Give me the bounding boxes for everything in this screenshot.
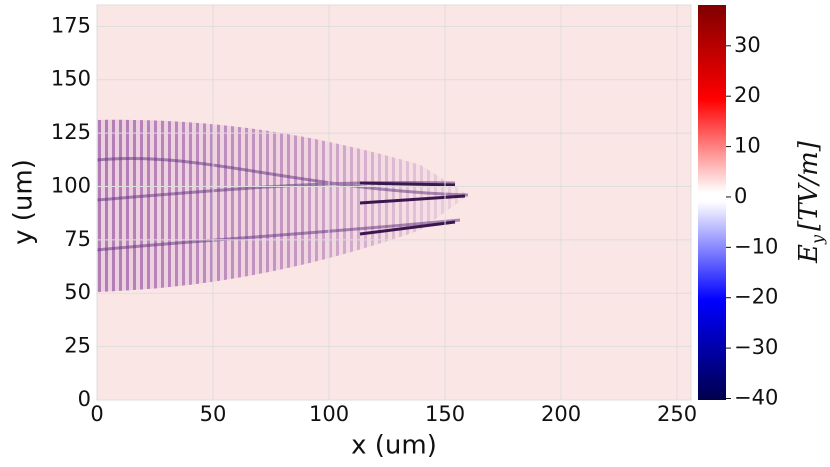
colorbar-tick-label: −10 [734,234,778,258]
x-tick-label: 100 [309,402,349,426]
colorbar [698,5,726,400]
field-image [97,5,691,400]
colorbar-tick-label: −20 [734,285,778,309]
colorbar-symbol: E [794,244,824,264]
y-tick-label: 175 [51,13,91,37]
x-tick-label: 0 [90,402,103,426]
colorbar-label: Ey [TV/m] [794,140,827,264]
x-tick-label: 50 [200,402,227,426]
y-tick-label: 50 [64,280,91,304]
x-tick-label: 150 [425,402,465,426]
y-tick-label: 150 [51,67,91,91]
x-tick-label: 200 [541,402,581,426]
colorbar-tick-label: 10 [734,134,761,158]
y-tick-label: 75 [64,227,91,251]
colorbar-tick-label: −40 [734,385,778,409]
y-axis-label: y (um) [9,159,39,245]
y-tick-label: 125 [51,120,91,144]
x-tick-label: 250 [657,402,697,426]
colorbar-tick-label: 0 [734,184,747,208]
colorbar-tick-label: 30 [734,33,761,57]
x-axis-label: x (um) [351,431,437,461]
colorbar-tick-label: 20 [734,83,761,107]
colorbar-subscript: y [808,234,827,245]
y-tick-label: 0 [78,387,91,411]
y-tick-label: 100 [51,173,91,197]
y-tick-label: 25 [64,334,91,358]
colorbar-unit: [TV/m] [794,140,824,231]
plot-frame [96,4,692,401]
colorbar-tick-label: −30 [734,335,778,359]
